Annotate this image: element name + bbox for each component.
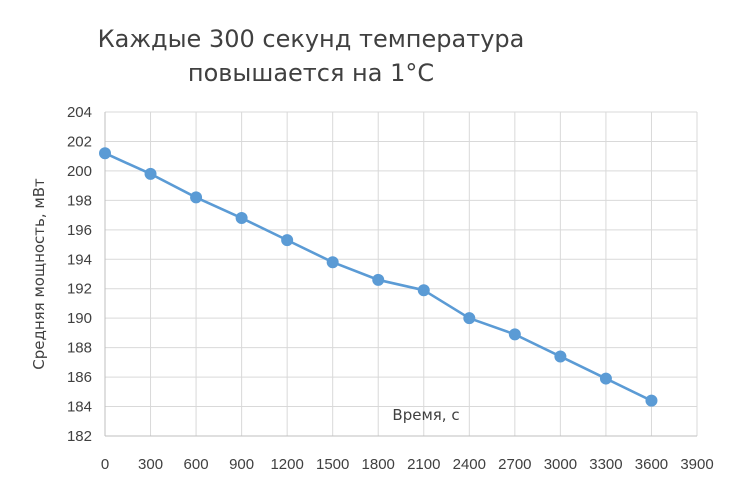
y-axis-label: Средняя мощность, мВт <box>30 178 48 370</box>
y-tick-label: 186 <box>67 369 92 386</box>
x-tick-label: 600 <box>184 456 209 473</box>
y-tick-label: 184 <box>67 399 92 416</box>
x-tick-label: 900 <box>229 456 254 473</box>
y-tick-label: 188 <box>67 340 92 357</box>
data-point <box>190 191 203 204</box>
data-point <box>554 350 567 363</box>
data-point <box>463 312 476 325</box>
x-tick-label: 2700 <box>498 456 531 473</box>
x-tick-label: 300 <box>138 456 163 473</box>
data-point <box>99 147 111 160</box>
x-tick-label: 3600 <box>635 456 668 473</box>
data-point <box>235 212 248 225</box>
data-point <box>645 394 658 407</box>
x-tick-label: 3000 <box>544 456 577 473</box>
axes <box>104 112 697 437</box>
x-tick-label: 1200 <box>270 456 303 473</box>
data-point <box>508 328 521 341</box>
data-point <box>326 256 339 269</box>
x-tick-label: 3900 <box>680 456 713 473</box>
y-tick-label: 190 <box>67 310 92 327</box>
y-tick-label: 202 <box>67 133 92 150</box>
data-point <box>417 284 430 297</box>
data-series <box>99 147 658 407</box>
gridlines <box>105 111 698 436</box>
y-tick-label: 182 <box>67 428 92 445</box>
x-tick-labels: 0 300 600 900 1200 1500 1800 2100 2400 2700 3000 33… <box>101 456 714 473</box>
x-axis-label: Время, с <box>392 406 459 424</box>
y-tick-label: 194 <box>67 251 92 268</box>
x-tick-label: 3300 <box>589 456 622 473</box>
y-tick-labels: 182 184 186 188 190 192 194 196 198 200 202 204 <box>67 104 92 445</box>
data-point <box>372 273 385 286</box>
x-tick-label: 2400 <box>453 456 486 473</box>
x-tick-label: 1500 <box>316 456 349 473</box>
x-tick-label: 2100 <box>407 456 440 473</box>
data-point <box>144 167 157 180</box>
y-tick-label: 200 <box>67 163 92 180</box>
y-tick-label: 204 <box>67 104 92 121</box>
chart-title-line-1: Каждые 300 секунд температура <box>98 25 525 53</box>
x-tick-label: 1800 <box>362 456 395 473</box>
y-tick-label: 196 <box>67 222 92 239</box>
y-tick-label: 198 <box>67 192 92 209</box>
chart-title-line-2: повышается на 1°C <box>188 59 434 87</box>
data-point <box>281 234 294 247</box>
x-tick-label: 0 <box>101 456 109 473</box>
y-tick-label: 192 <box>67 281 92 298</box>
data-point <box>599 372 612 385</box>
